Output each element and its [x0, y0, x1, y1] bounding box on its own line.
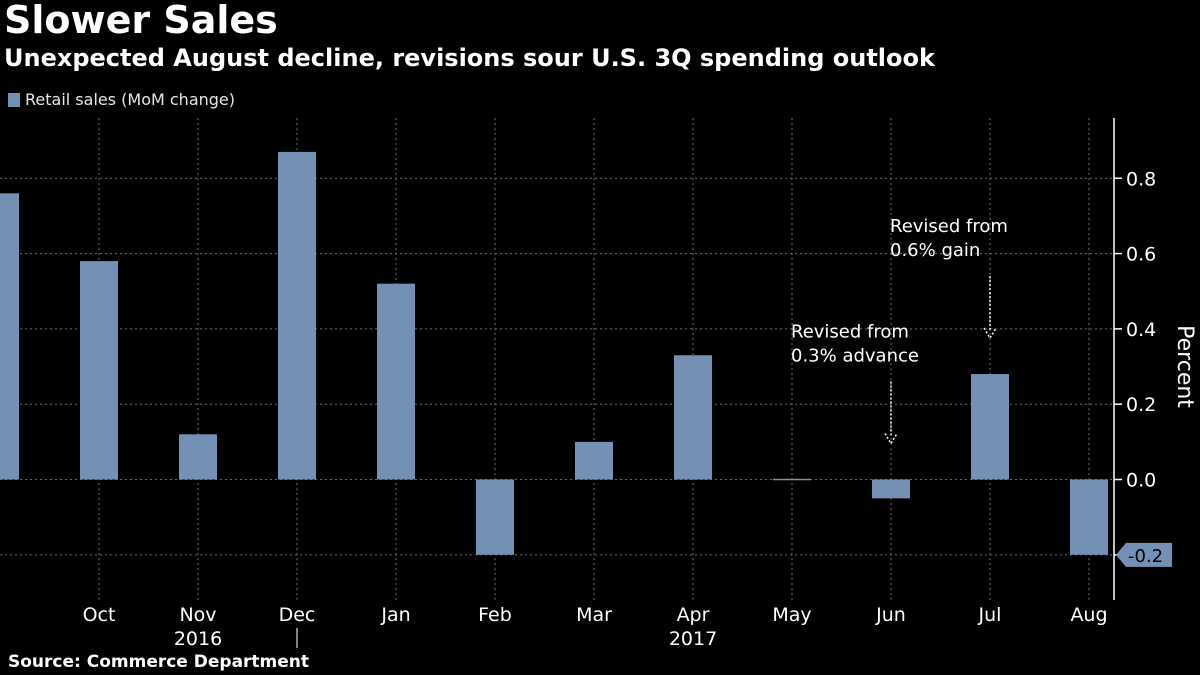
x-tick-label-jun: Jun: [875, 604, 906, 626]
x-tick-label-apr: Apr: [677, 604, 710, 626]
bar-nov: [179, 434, 217, 480]
annotation-line-2: 0.3% advance: [791, 346, 919, 367]
bar-may: [773, 478, 811, 481]
last-value-callout: [1116, 542, 1172, 567]
bar-jan: [377, 283, 415, 480]
y-tick-label: 0.2: [1126, 394, 1156, 416]
x-tick-label-jul: Jul: [978, 604, 1002, 626]
year-label-2017: 2017: [669, 628, 717, 650]
year-label-2016: 2016: [174, 628, 222, 650]
bar-apr: [674, 355, 712, 480]
annotation-line-1: Revised from: [791, 322, 909, 343]
bar-dec: [278, 151, 316, 480]
bar-feb: [476, 479, 514, 555]
bar-oct: [80, 261, 118, 480]
y-tick-label: 0.0: [1126, 470, 1156, 492]
x-tick-label-aug: Aug: [1070, 604, 1107, 626]
chart-subtitle: Unexpected August decline, revisions sou…: [4, 44, 935, 72]
bar-mar: [575, 441, 613, 480]
x-tick-label-nov: Nov: [179, 604, 216, 626]
legend-label: Retail sales (MoM change): [25, 90, 235, 109]
bar-aug: [1070, 479, 1108, 555]
legend: Retail sales (MoM change): [8, 90, 235, 109]
y-tick-label: 0.6: [1126, 244, 1156, 266]
x-tick-label-may: May: [772, 604, 811, 626]
bar-jul: [971, 374, 1009, 480]
y-tick-label: 0.4: [1126, 319, 1156, 341]
bar-jun: [872, 479, 910, 499]
y-tick-label: 0.8: [1126, 168, 1156, 190]
x-tick-label-mar: Mar: [576, 604, 612, 626]
x-tick-label-feb: Feb: [478, 604, 512, 626]
y-axis-title: Percent: [1172, 325, 1197, 408]
x-tick-label-oct: Oct: [83, 604, 116, 626]
annotation-line-2: 0.6% gain: [890, 240, 980, 261]
source-note: Source: Commerce Department: [8, 652, 310, 672]
bar-sep: [0, 193, 19, 480]
chart-title: Slower Sales: [4, 0, 278, 42]
last-value-label: -0.2: [1128, 546, 1163, 567]
x-tick-label-jan: Jan: [380, 604, 410, 626]
annotation-line-1: Revised from: [890, 216, 1008, 237]
legend-swatch: [8, 92, 20, 107]
x-tick-label-dec: Dec: [279, 604, 316, 626]
